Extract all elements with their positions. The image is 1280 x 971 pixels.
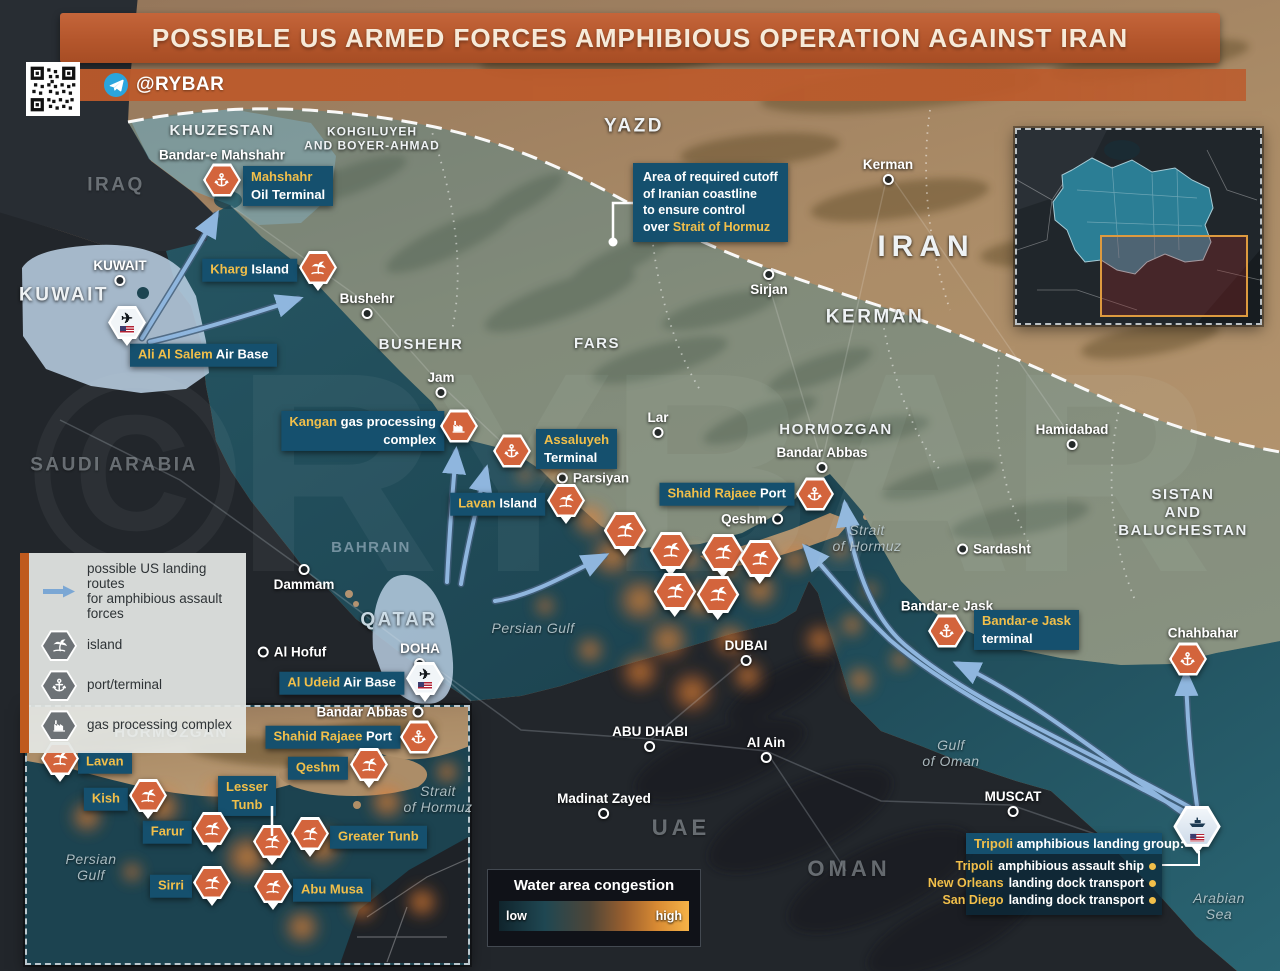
inset-map-iran-overview <box>1015 128 1262 325</box>
telegram-icon <box>104 73 128 97</box>
cutoff-boundary-line <box>127 107 1280 454</box>
inset-map-hormozgan <box>25 705 470 965</box>
iran-shape <box>1052 157 1214 275</box>
qr-code <box>26 62 80 116</box>
channel-handle: @RYBAR <box>136 74 225 95</box>
cutoff-zone <box>128 108 1280 666</box>
roads <box>59 419 1102 872</box>
landing-route-arrows <box>138 209 1206 824</box>
title-banner: POSSIBLE US ARMED FORCES AMPHIBIOUS OPER… <box>60 13 1220 63</box>
inset-focus-rectangle <box>1100 235 1248 317</box>
branding-strip: @RYBAR <box>58 69 1246 101</box>
page-title: POSSIBLE US ARMED FORCES AMPHIBIOUS OPER… <box>151 22 1129 53</box>
